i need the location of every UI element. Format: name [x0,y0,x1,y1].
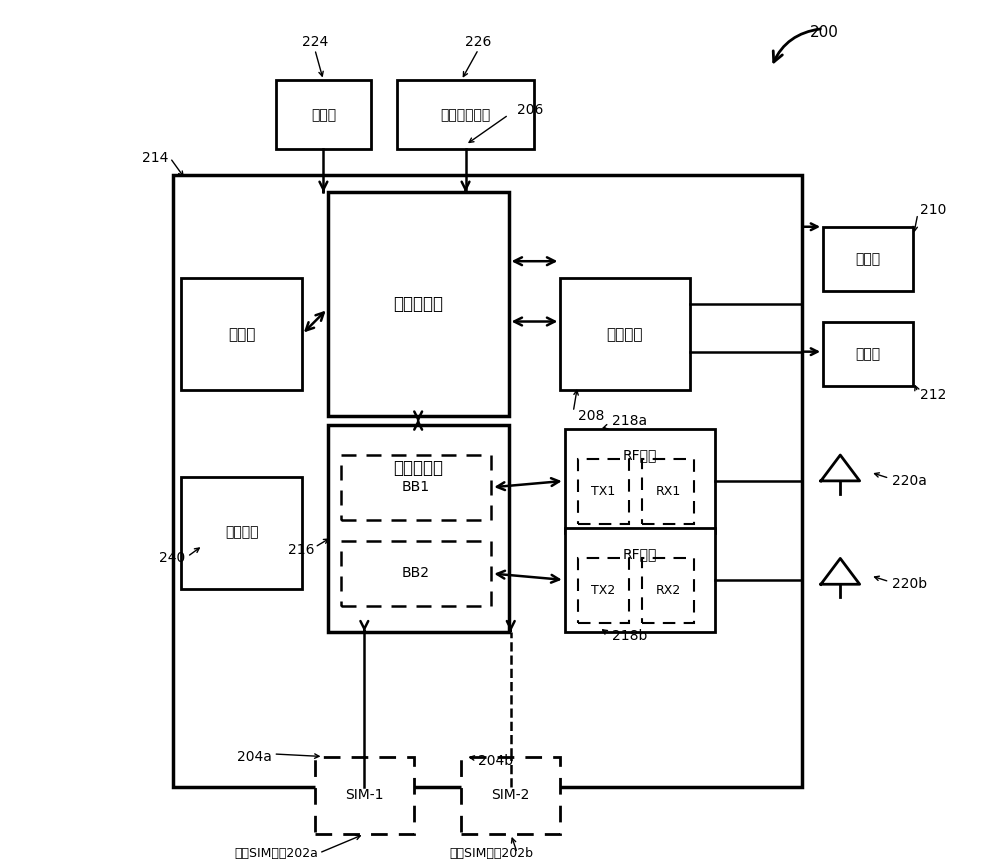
Text: 麦克风: 麦克风 [856,347,881,361]
Text: 第一SIM接口202a: 第一SIM接口202a [234,846,318,859]
Text: BB2: BB2 [402,566,430,581]
Text: 218a: 218a [612,414,647,427]
Text: 212: 212 [920,388,947,401]
Text: 218b: 218b [612,629,647,643]
Bar [578,460,629,524]
Text: 224: 224 [302,35,328,49]
Text: 220a: 220a [892,474,927,488]
Text: 220b: 220b [892,577,927,591]
Text: 214: 214 [142,151,168,165]
Bar [642,460,694,524]
Text: RF资源: RF资源 [623,547,657,561]
Text: 定制硬件: 定制硬件 [225,525,258,539]
Bar [341,455,491,519]
Text: 240: 240 [159,551,186,565]
Text: 216: 216 [288,543,315,557]
Bar [565,528,715,632]
Bar [397,81,534,149]
Bar [173,175,802,786]
Text: 204b: 204b [478,753,514,768]
Text: SIM-1: SIM-1 [345,788,384,802]
Text: 206: 206 [517,103,544,117]
Bar [328,425,509,632]
Text: RX2: RX2 [655,584,681,597]
Text: RF资源: RF资源 [623,448,657,462]
Bar [461,757,560,834]
Bar [341,541,491,606]
Bar [565,429,715,532]
Text: 扬声器: 扬声器 [856,252,881,266]
Text: 存储器: 存储器 [228,327,255,342]
Bar [642,558,694,623]
Text: TX1: TX1 [591,486,615,499]
Bar [823,322,913,386]
Text: BB1: BB1 [402,480,430,494]
Text: 226: 226 [465,35,492,49]
Bar [315,757,414,834]
Text: 208: 208 [578,409,604,423]
Bar [823,227,913,291]
Bar [181,477,302,589]
Bar [578,558,629,623]
Text: 小键盘: 小键盘 [311,108,336,121]
Text: 编解码器: 编解码器 [607,327,643,342]
Text: 210: 210 [920,203,947,217]
Text: 通用处理器: 通用处理器 [393,296,443,313]
Text: 触摸屏显示器: 触摸屏显示器 [440,108,491,121]
Bar [560,278,690,390]
Text: 基带处理器: 基带处理器 [393,459,443,477]
Bar [276,81,371,149]
Text: 204a: 204a [237,750,272,764]
Text: 第二SIM接口202b: 第二SIM接口202b [449,846,533,859]
Bar [181,278,302,390]
Text: SIM-2: SIM-2 [492,788,530,802]
Text: 200: 200 [810,25,839,41]
Text: TX2: TX2 [591,584,615,597]
Bar [328,192,509,416]
Text: RX1: RX1 [655,486,681,499]
